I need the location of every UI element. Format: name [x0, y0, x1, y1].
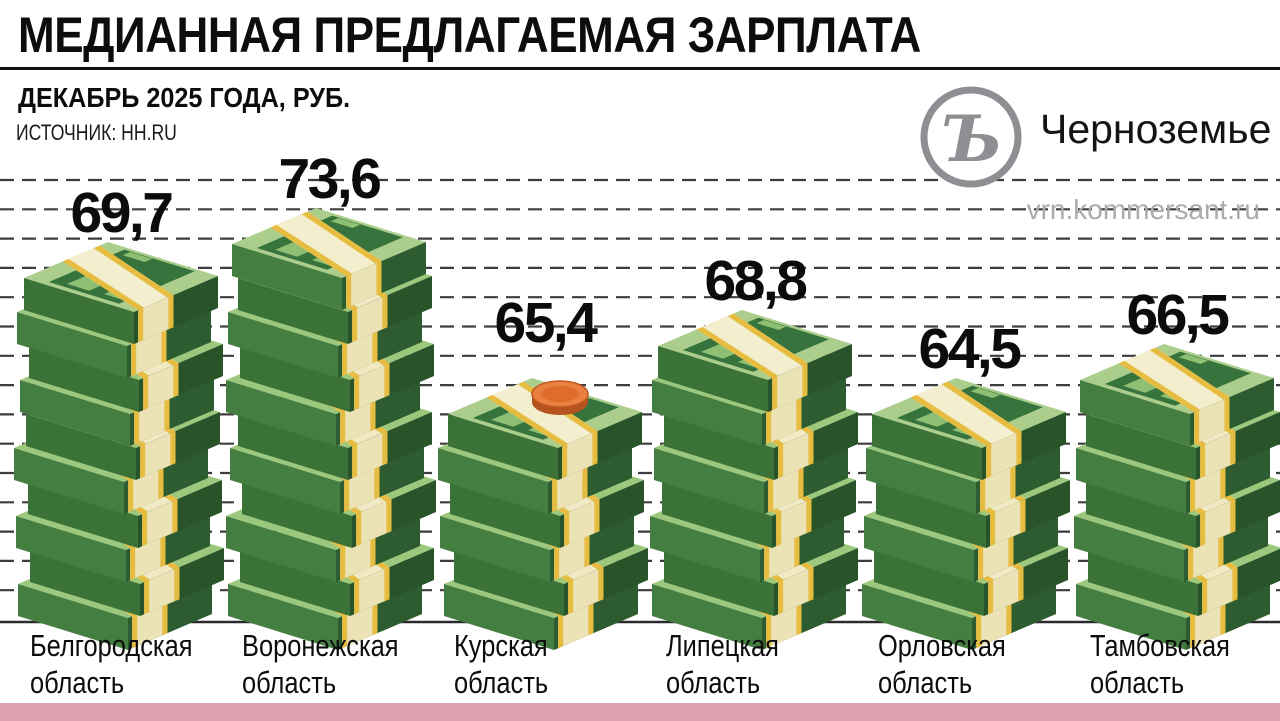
kommersant-logo-icon: Ъ — [920, 86, 1022, 188]
value-label: 68,8 — [705, 249, 807, 313]
chart-subtitle: ДЕКАБРЬ 2025 ГОДА, РУБ. — [18, 82, 351, 113]
edition-name: Черноземье — [1040, 106, 1272, 152]
category-line1: Липецкая — [666, 628, 779, 663]
category-label: Тамбовская область — [1090, 627, 1230, 701]
category-line1: Воронежская — [242, 628, 399, 663]
money-stack — [862, 378, 1070, 650]
category-label: Липецкая область — [666, 627, 779, 701]
value-label: 69,7 — [71, 181, 173, 245]
value-label: 64,5 — [919, 317, 1022, 381]
watermark-url: vrn.kommersant.ru — [1026, 194, 1260, 225]
money-stack — [438, 378, 648, 650]
value-label: 66,5 — [1127, 283, 1230, 347]
category-line2: область — [1090, 665, 1185, 700]
coin-icon — [531, 380, 589, 415]
category-label: Орловская область — [878, 627, 1006, 701]
value-label: 65,4 — [495, 291, 599, 355]
title-divider — [0, 67, 1280, 70]
category-line2: область — [878, 665, 973, 700]
money-stack — [226, 208, 436, 650]
money-stack — [1074, 344, 1280, 650]
category-label: Воронежская область — [242, 627, 399, 701]
category-label: Курская область — [454, 627, 548, 701]
category-line1: Белгородская — [30, 628, 193, 663]
money-stack — [14, 242, 224, 650]
footer-accent-bar — [0, 703, 1280, 721]
logo-ring — [920, 86, 1022, 188]
category-line1: Курская — [454, 628, 548, 663]
category-line2: область — [454, 665, 549, 700]
category-line2: область — [666, 665, 761, 700]
page-title: МЕДИАННАЯ ПРЕДЛАГАЕМАЯ ЗАРПЛАТА — [18, 7, 921, 63]
category-line1: Тамбовская — [1090, 628, 1230, 663]
category-line2: область — [242, 665, 337, 700]
value-label: 73,6 — [279, 147, 381, 211]
category-line2: область — [30, 665, 125, 700]
category-label: Белгородская область — [30, 627, 193, 701]
logo-glyph: Ъ — [941, 102, 1002, 177]
money-stack — [650, 310, 858, 650]
source-note: ИСТОЧНИК: HH.RU — [16, 120, 177, 145]
category-line1: Орловская — [878, 628, 1006, 663]
